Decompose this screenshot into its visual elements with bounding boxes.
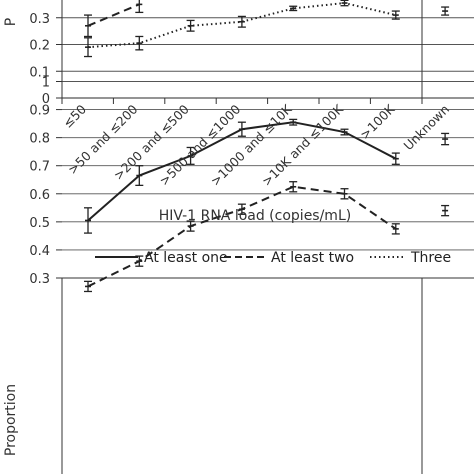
top-chart-x-tick-labels: ≤50>50 and ≤200>200 and ≤500>500 and ≤10… xyxy=(60,101,452,189)
bottom-y-tick-label: 1 xyxy=(42,76,50,91)
legend-label-at-least-two: At least two xyxy=(271,250,354,266)
top-chart-y-axis-label: P xyxy=(3,18,19,26)
legend: At least one At least two Three xyxy=(95,250,451,266)
top-chart-y-tick-labels: 0 0.1 0.2 0.3 xyxy=(29,12,50,107)
bottom-series-dashed-line xyxy=(87,185,397,288)
bottom-chart-y-axis-label: Proportion xyxy=(3,384,19,456)
top-chart-gridlines xyxy=(62,17,474,99)
bottom-chart-frame xyxy=(56,81,474,474)
legend-label-at-least-one: At least one xyxy=(144,250,228,266)
legend-label-three: Three xyxy=(410,250,451,266)
bottom-y-tick-label: 0.4 xyxy=(29,244,50,259)
x-category-label: >100K xyxy=(357,101,398,142)
top-y-tick-label: 0.1 xyxy=(29,65,50,80)
bottom-y-tick-label: 0.9 xyxy=(29,104,50,119)
top-series-dashed-line xyxy=(87,3,140,27)
top-y-tick-label: 0 xyxy=(42,92,50,107)
x-category-label: ≤50 xyxy=(60,101,89,130)
bottom-y-tick-label: 0.7 xyxy=(29,160,50,175)
top-y-tick-label: 0.3 xyxy=(29,12,50,27)
top-chart-x-axis-label: HIV-1 RNA load (copies/mL) xyxy=(159,208,351,224)
bottom-y-tick-label: 0.3 xyxy=(29,272,50,287)
top-chart-series xyxy=(84,0,450,58)
top-chart-frame xyxy=(56,0,423,104)
bottom-y-tick-label: 0.8 xyxy=(29,132,50,147)
bottom-y-tick-label: 0.6 xyxy=(29,188,50,203)
top-y-tick-label: 0.2 xyxy=(29,39,50,54)
bottom-y-tick-label: 0.5 xyxy=(29,216,50,231)
bottom-chart-series xyxy=(84,118,450,293)
bottom-chart-y-tick-labels: 0.3 0.4 0.5 0.6 0.7 0.8 0.9 1 xyxy=(29,76,50,288)
